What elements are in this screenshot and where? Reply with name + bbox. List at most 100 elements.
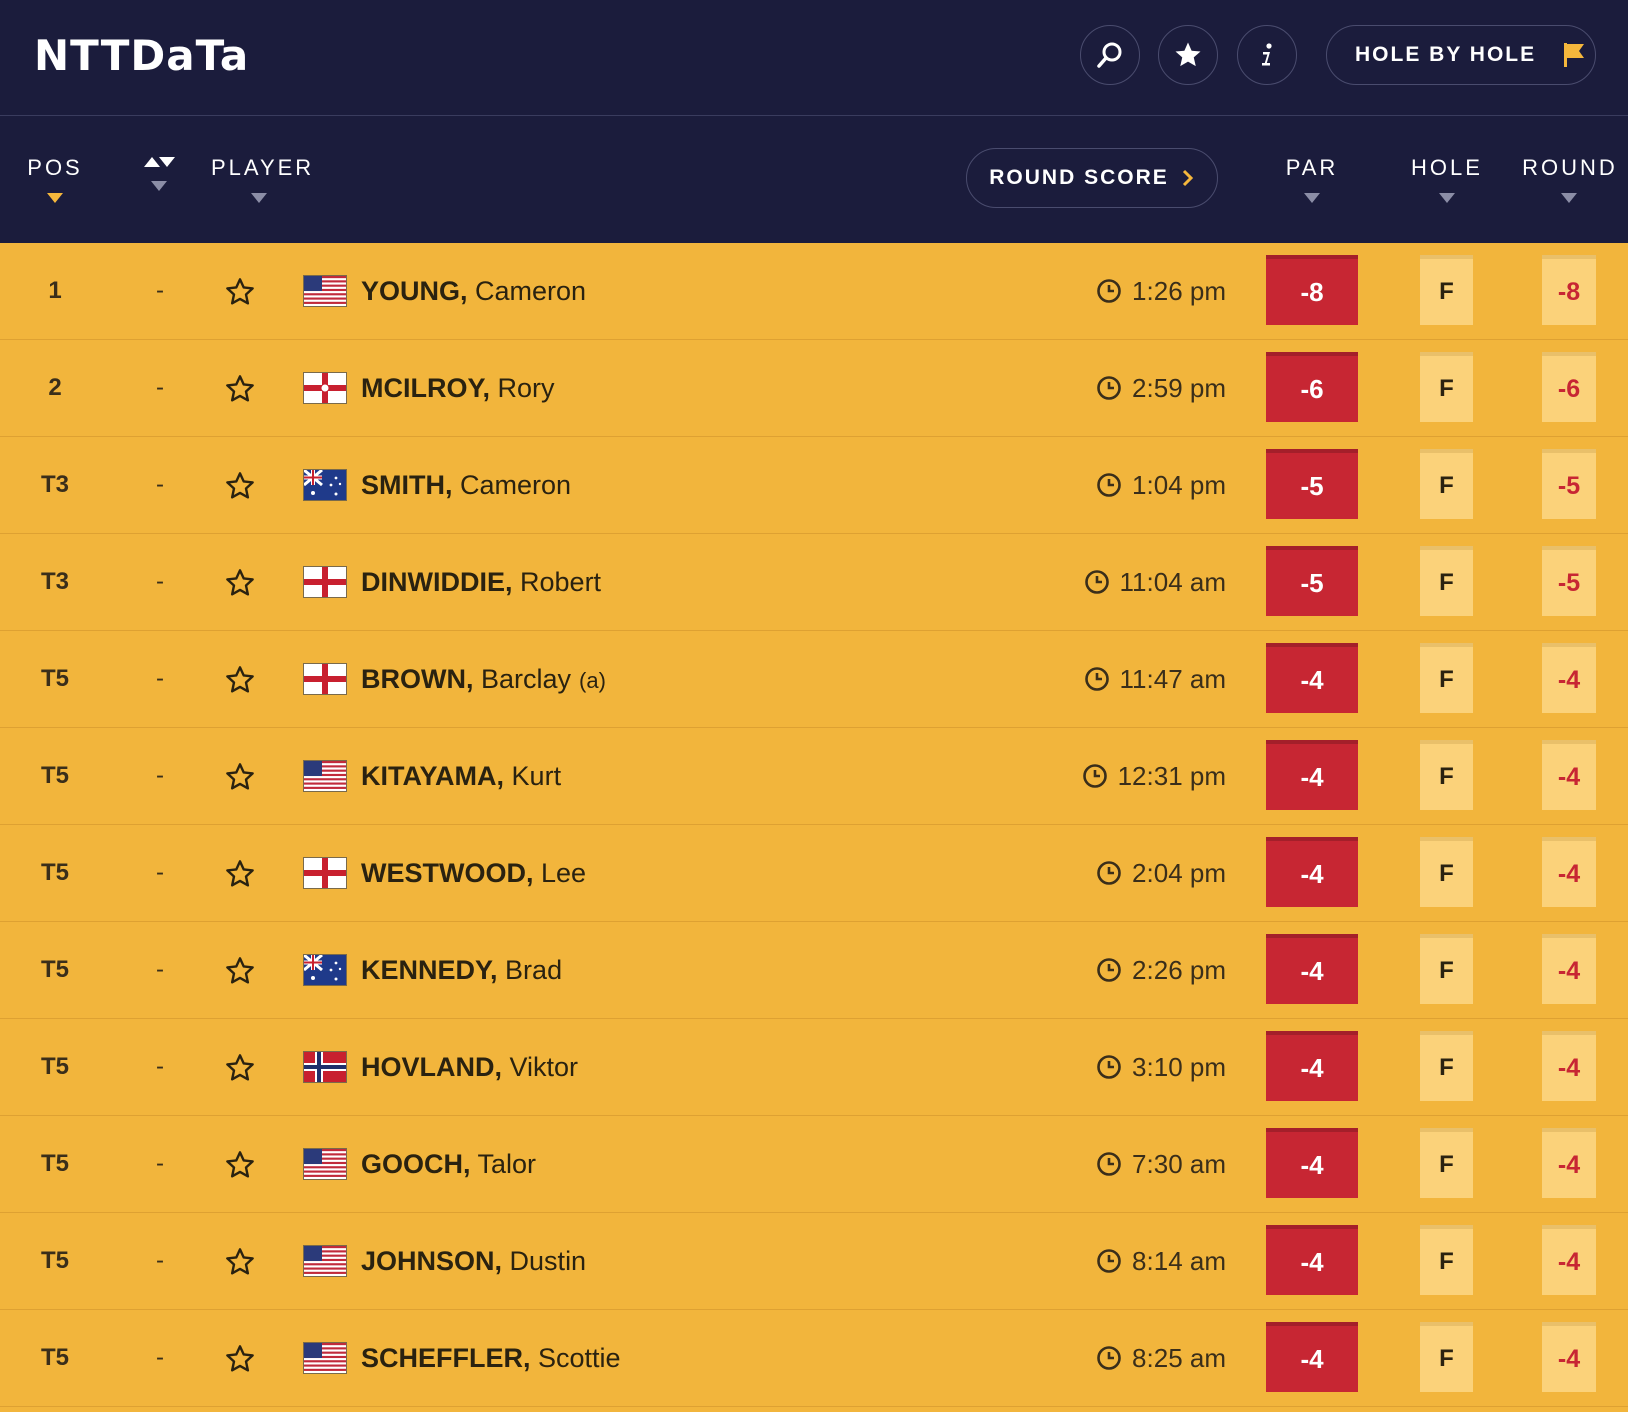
favorite-star-icon[interactable] xyxy=(224,1052,256,1084)
player-name[interactable]: YOUNG, Cameron xyxy=(361,243,586,339)
clock-icon xyxy=(1096,1345,1122,1371)
country-flag-icon xyxy=(303,1051,347,1083)
round-score: -4 xyxy=(1542,837,1596,907)
tee-time: 1:26 pm xyxy=(1096,243,1226,339)
player-sort-caret-icon[interactable] xyxy=(251,193,267,203)
info-button[interactable] xyxy=(1237,25,1297,85)
tee-time: 2:59 pm xyxy=(1096,340,1226,436)
par-score: -6 xyxy=(1266,352,1358,422)
round-score-label: ROUND SCORE xyxy=(989,166,1169,189)
country-flag-icon xyxy=(303,953,347,986)
player-name[interactable]: KITAYAMA, Kurt xyxy=(361,728,561,824)
table-row[interactable]: T5 - KITAYAMA, Kurt 12:31 pm -4 F -4 xyxy=(0,728,1628,825)
table-row[interactable]: T5 - WESTWOOD, Lee 2:04 pm -4 F -4 xyxy=(0,825,1628,922)
player-last-name: YOUNG, xyxy=(361,276,468,306)
position: T3 xyxy=(40,568,69,595)
player-name[interactable]: JOHNSON, Dustin xyxy=(361,1213,586,1309)
player-last-name: MCILROY, xyxy=(361,373,491,403)
favorites-button[interactable] xyxy=(1158,25,1218,85)
favorite-star-icon[interactable] xyxy=(224,470,256,502)
favorite-star-icon[interactable] xyxy=(224,276,256,308)
tee-time-text: 11:04 am xyxy=(1119,567,1226,597)
player-first-name: Viktor xyxy=(509,1052,579,1082)
player-last-name: DINWIDDIE, xyxy=(361,567,513,597)
player-name[interactable]: SCHEFFLER, Scottie xyxy=(361,1310,621,1406)
player-last-name: HOVLAND, xyxy=(361,1052,502,1082)
round-score-button[interactable]: ROUND SCORE xyxy=(966,148,1218,208)
round-column-header[interactable]: ROUND xyxy=(1522,155,1618,180)
country-flag-icon xyxy=(303,275,347,307)
movement: - xyxy=(156,956,164,983)
player-first-name: Dustin xyxy=(509,1246,587,1276)
favorite-star-icon[interactable] xyxy=(224,761,256,793)
player-name[interactable]: DINWIDDIE, Robert xyxy=(361,534,601,630)
player-last-name: BROWN, xyxy=(361,664,474,694)
tee-time: 2:04 pm xyxy=(1096,825,1226,921)
chevron-right-icon xyxy=(1182,169,1193,187)
table-row[interactable]: T5 - KENNEDY, Brad 2:26 pm -4 F -4 xyxy=(0,922,1628,1019)
player-last-name: SMITH, xyxy=(361,470,453,500)
tee-time-text: 2:59 pm xyxy=(1132,373,1226,403)
player-name[interactable]: BROWN, Barclay (a) xyxy=(361,631,606,727)
search-button[interactable] xyxy=(1080,25,1140,85)
clock-icon xyxy=(1096,472,1122,498)
movement: - xyxy=(156,762,164,789)
favorite-star-icon[interactable] xyxy=(224,1149,256,1181)
par-column-header[interactable]: PAR xyxy=(1285,155,1339,180)
tee-time: 11:47 am xyxy=(1084,631,1226,727)
player-name[interactable]: MCILROY, Rory xyxy=(361,340,555,436)
table-row[interactable]: T5 - GOOCH, Talor 7:30 am -4 F -4 xyxy=(0,1116,1628,1213)
movement: - xyxy=(156,1053,164,1080)
tee-time-text: 1:04 pm xyxy=(1132,470,1226,500)
table-row[interactable]: T5 - JOHNSON, Dustin 8:14 am -4 F -4 xyxy=(0,1213,1628,1310)
country-flag-icon xyxy=(303,760,347,792)
sort-up-icon xyxy=(144,157,160,167)
clock-icon xyxy=(1084,569,1110,595)
player-name[interactable]: GOOCH, Talor xyxy=(361,1116,536,1212)
round-score: -4 xyxy=(1542,740,1596,810)
par-sort-caret-icon[interactable] xyxy=(1304,193,1320,203)
search-icon xyxy=(1097,42,1122,68)
flag-icon xyxy=(1564,43,1585,67)
movement-sort-button[interactable] xyxy=(142,155,178,199)
movement: - xyxy=(156,374,164,401)
player-first-name: Robert xyxy=(520,567,602,597)
tee-time-text: 1:26 pm xyxy=(1132,276,1226,306)
movement: - xyxy=(156,1247,164,1274)
round-sort-caret-icon[interactable] xyxy=(1561,193,1577,203)
pos-sort-caret-icon[interactable] xyxy=(47,193,63,203)
player-name[interactable]: HOVLAND, Viktor xyxy=(361,1019,578,1115)
favorite-star-icon[interactable] xyxy=(224,1246,256,1278)
table-row[interactable]: T5 - HOVLAND, Viktor 3:10 pm -4 F -4 xyxy=(0,1019,1628,1116)
player-name[interactable]: KENNEDY, Brad xyxy=(361,922,562,1018)
hole-status: F xyxy=(1420,1128,1473,1198)
table-row[interactable]: T3 - DINWIDDIE, Robert 11:04 am -5 F -5 xyxy=(0,534,1628,631)
sort-down-icon xyxy=(159,157,175,167)
round-score: -6 xyxy=(1542,352,1596,422)
hole-column-header[interactable]: HOLE xyxy=(1411,155,1483,180)
clock-icon xyxy=(1096,1248,1122,1274)
player-first-name: Brad xyxy=(505,955,563,985)
player-last-name: KENNEDY, xyxy=(361,955,498,985)
table-row[interactable]: T5 - SCHEFFLER, Scottie 8:25 am -4 F -4 xyxy=(0,1310,1628,1407)
favorite-star-icon[interactable] xyxy=(224,1343,256,1375)
player-name[interactable]: WESTWOOD, Lee xyxy=(361,825,586,921)
ntt-data-logo[interactable]: NTTDaTa xyxy=(34,31,250,80)
country-flag-icon xyxy=(303,857,347,889)
table-row[interactable]: T5 - BROWN, Barclay (a) 11:47 am -4 F -4 xyxy=(0,631,1628,728)
favorite-star-icon[interactable] xyxy=(224,955,256,987)
pos-column-header[interactable]: POS xyxy=(27,155,83,180)
hole-sort-caret-icon[interactable] xyxy=(1439,193,1455,203)
table-row[interactable]: 1 - YOUNG, Cameron 1:26 pm -8 F -8 xyxy=(0,243,1628,340)
favorite-star-icon[interactable] xyxy=(224,373,256,405)
player-name[interactable]: SMITH, Cameron xyxy=(361,437,571,533)
star-icon xyxy=(1175,42,1201,67)
table-row[interactable]: T3 - SMITH, Cameron 1:04 pm -5 F -5 xyxy=(0,437,1628,534)
favorite-star-icon[interactable] xyxy=(224,567,256,599)
tee-time: 1:04 pm xyxy=(1096,437,1226,533)
favorite-star-icon[interactable] xyxy=(224,664,256,696)
table-row[interactable]: 2 - MCILROY, Rory 2:59 pm -6 F -6 xyxy=(0,340,1628,437)
favorite-star-icon[interactable] xyxy=(224,858,256,890)
player-column-header[interactable]: PLAYER xyxy=(211,155,315,180)
hole-by-hole-button[interactable]: HOLE BY HOLE xyxy=(1326,25,1596,85)
